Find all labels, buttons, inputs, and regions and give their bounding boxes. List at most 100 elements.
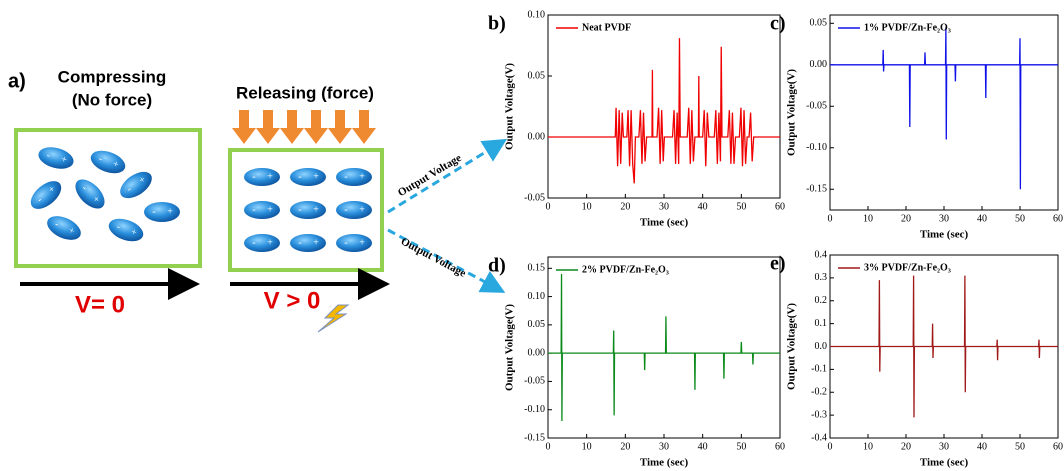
dipole-body	[30, 181, 62, 209]
y-tick-label: 0.10	[528, 291, 546, 302]
x-axis-label: Time (sec)	[920, 457, 969, 469]
x-tick-label: 60	[775, 201, 785, 212]
y-tick-label: -0.15	[524, 432, 545, 443]
y-tick-label: 0.2	[815, 295, 828, 306]
charge-sign: -	[344, 204, 347, 215]
x-tick-label: 50	[1015, 213, 1025, 224]
y-tick-label: 0.4	[815, 249, 828, 260]
charge-sign: +	[137, 174, 148, 186]
dipole-body	[108, 218, 144, 242]
left-title: Compressing	[58, 67, 167, 86]
dipole-body	[290, 201, 326, 219]
x-tick-label: 50	[736, 201, 746, 212]
y-tick-label: -0.05	[806, 101, 827, 112]
schematic: a) Compressing (No force) Releasing (for…	[8, 67, 508, 333]
dipole: -+	[244, 234, 280, 252]
plot-frame	[829, 14, 1059, 211]
dipole: -+	[75, 179, 105, 209]
dipole-body	[120, 171, 152, 199]
dipole: -+	[336, 168, 372, 186]
charge-sign: +	[267, 171, 273, 182]
dipole: -+	[290, 201, 326, 219]
arrow-label: Output Voltage	[399, 235, 468, 279]
voltage-label: V= 0	[75, 291, 125, 318]
y-axis-label: Output Voltage(V)	[504, 304, 516, 391]
charge-sign: -	[252, 204, 255, 215]
x-tick-label: 10	[863, 213, 873, 224]
charge-sign: +	[267, 204, 273, 215]
charge-sign: +	[46, 183, 58, 195]
dipole: -+	[108, 218, 144, 242]
x-tick-label: 20	[901, 441, 911, 452]
x-tick-label: 30	[939, 441, 949, 452]
dipole: -+	[336, 201, 372, 219]
force-arrow	[304, 110, 328, 144]
y-tick-label: 0.3	[815, 272, 828, 283]
right-box	[228, 148, 384, 272]
dipole-body	[290, 168, 326, 186]
x-tick-label: 20	[620, 441, 630, 452]
dipole-body	[244, 234, 280, 252]
dipole: -+	[144, 202, 180, 222]
charge-sign: +	[359, 204, 365, 215]
dashed-arrow	[387, 228, 506, 293]
x-tick-label: 10	[582, 441, 592, 452]
charge-sign: -	[97, 153, 104, 164]
charge-sign: -	[79, 183, 89, 193]
x-tick-label: 20	[620, 201, 630, 212]
charge-sign: +	[67, 225, 77, 238]
charge-sign: +	[313, 237, 319, 248]
y-tick-label: 0.1	[815, 318, 828, 329]
charge-sign: +	[359, 171, 365, 182]
x-tick-label: 30	[659, 441, 669, 452]
plot-frame	[547, 256, 781, 439]
y-tick-label: -0.05	[524, 376, 545, 387]
dipole-body	[290, 234, 326, 252]
dipole-body	[144, 202, 180, 222]
x-tick-label: 40	[698, 441, 708, 452]
y-tick-label: -0.1	[811, 364, 827, 375]
dipole-body	[90, 150, 126, 174]
y-tick-label: 0.00	[528, 347, 546, 358]
dipole: -+	[244, 201, 280, 219]
y-tick-label: -0.05	[524, 192, 545, 203]
left-box	[14, 128, 202, 268]
x-tick-label: 40	[977, 213, 987, 224]
charge-sign: +	[129, 226, 138, 238]
signal-line	[548, 38, 780, 184]
charge-sign: +	[60, 154, 69, 166]
voltage-label: V > 0	[264, 287, 321, 314]
y-tick-label: -0.10	[524, 404, 545, 415]
x-tick-label: 0	[546, 441, 551, 452]
legend-label: 1% PVDF/Zn-Fe₂O₃	[864, 22, 951, 33]
dipole: -+	[290, 234, 326, 252]
y-axis-label: Output Voltage(V)	[786, 69, 798, 156]
dipole-body	[336, 168, 372, 186]
x-axis-label: Time (sec)	[920, 229, 969, 241]
dipole: -+	[90, 150, 126, 174]
dipole-body	[336, 201, 372, 219]
dipole: -+	[336, 234, 372, 252]
dipole-body	[38, 147, 74, 169]
x-tick-label: 10	[582, 201, 592, 212]
y-tick-label: 0.05	[810, 18, 828, 29]
x-axis-label: Time (sec)	[640, 457, 689, 469]
x-tick-label: 40	[977, 441, 987, 452]
arrow-label: Output Voltage	[396, 152, 464, 199]
y-tick-label: -0.10	[806, 142, 827, 153]
legend-label: 3% PVDF/Zn-Fe₂O₃	[864, 262, 951, 273]
dipole: -+	[120, 171, 152, 199]
signal-line	[548, 273, 780, 422]
signal-line	[830, 275, 1058, 418]
charge-sign: +	[359, 237, 365, 248]
charge-sign: -	[298, 171, 301, 182]
y-tick-label: 0.0	[815, 341, 828, 352]
y-tick-label: -0.2	[811, 387, 827, 398]
lightning	[317, 304, 350, 333]
x-tick-label: 0	[546, 201, 551, 212]
y-tick-label: 0.10	[528, 9, 546, 20]
force-arrow	[232, 110, 256, 144]
force-arrow	[280, 110, 304, 144]
x-tick-label: 0	[828, 441, 833, 452]
